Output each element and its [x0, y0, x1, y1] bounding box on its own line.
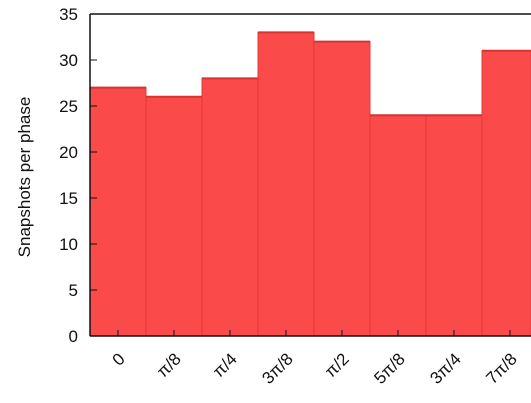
bar-2 — [201, 77, 259, 337]
x-tick-label-7: 7π/8 — [482, 349, 520, 387]
y-ticks-group: 0 5 10 15 20 25 30 35 — [59, 5, 97, 346]
y-tick-label-25: 25 — [59, 97, 78, 116]
x-tick-label-4: π/2 — [321, 349, 353, 381]
x-ticks-group: 0 π/8 π/4 3π/8 π/2 5π/8 3π/4 7π/8 — [109, 330, 521, 388]
x-tick-label-0: 0 — [109, 349, 129, 369]
bar-0 — [89, 87, 147, 337]
bar-7 — [481, 50, 531, 337]
y-tick-label-5: 5 — [69, 281, 78, 300]
bar-5 — [369, 114, 427, 337]
bar-3 — [257, 31, 315, 337]
y-axis-label: Snapshots per phase — [15, 97, 34, 258]
y-tick-label-30: 30 — [59, 51, 78, 70]
bar-4 — [313, 41, 371, 337]
x-tick-label-3: 3π/8 — [258, 349, 296, 387]
y-tick-label-0: 0 — [69, 327, 78, 346]
bar-6 — [425, 114, 483, 337]
x-tick-label-6: 3π/4 — [426, 349, 464, 387]
y-tick-label-10: 10 — [59, 235, 78, 254]
y-tick-label-35: 35 — [59, 5, 78, 24]
y-tick-label-20: 20 — [59, 143, 78, 162]
x-tick-label-5: 5π/8 — [370, 349, 408, 387]
y-tick-label-15: 15 — [59, 189, 78, 208]
bars-group — [89, 31, 531, 337]
axes-group — [89, 13, 531, 337]
x-tick-label-1: π/8 — [153, 349, 185, 381]
bar-1 — [145, 96, 203, 337]
x-tick-label-2: π/4 — [209, 349, 241, 381]
